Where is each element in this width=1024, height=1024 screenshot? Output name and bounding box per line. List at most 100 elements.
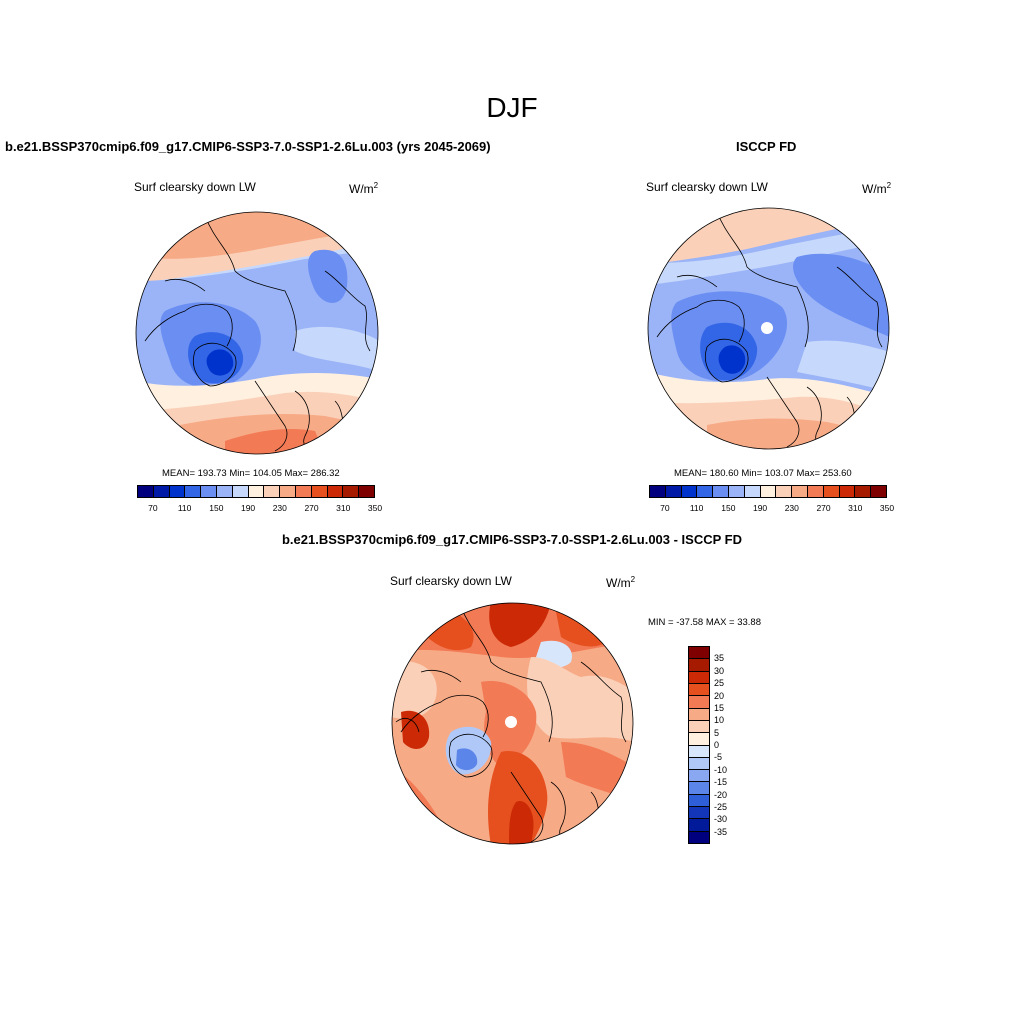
colorbar-swatch — [327, 486, 344, 497]
colorbar-swatch — [689, 831, 709, 843]
colorbar-swatch — [689, 819, 709, 832]
colorbar-swatch — [681, 486, 698, 497]
obs-panel-title: ISCCP FD — [736, 139, 797, 154]
colorbar-swatch — [232, 486, 249, 497]
diff-colorbar — [688, 646, 710, 844]
colorbar-swatch — [689, 757, 709, 771]
colorbar-swatch — [776, 486, 793, 497]
colorbar-swatch — [839, 486, 856, 497]
colorbar-tick-label: 230 — [272, 503, 287, 513]
colorbar-swatch — [311, 486, 328, 497]
model-stats-text: MEAN= 193.73 Min= 104.05 Max= 286.32 — [162, 468, 340, 479]
colorbar-swatch — [760, 486, 777, 497]
colorbar-swatch — [792, 486, 808, 497]
colorbar-tick-label: 20 — [714, 690, 725, 701]
obs-variable-label: Surf clearsky down LW — [646, 180, 768, 194]
obs-pole-hole — [761, 322, 773, 334]
colorbar-swatch — [855, 486, 872, 497]
model-units-label: W/m2 — [349, 181, 379, 196]
colorbar-tick-label: 110 — [689, 503, 704, 513]
colorbar-tick-label: 150 — [721, 503, 736, 513]
colorbar-tick-label: 350 — [879, 503, 895, 513]
colorbar-tick-label: 30 — [714, 665, 725, 676]
colorbar-swatch — [169, 486, 186, 497]
colorbar-tick-label: 110 — [177, 503, 192, 513]
colorbar-tick-label: -30 — [714, 814, 728, 825]
colorbar-swatch — [689, 782, 709, 795]
colorbar-tick-label: 10 — [714, 715, 725, 726]
colorbar-swatch — [153, 486, 170, 497]
colorbar-tick-label: -10 — [714, 764, 728, 775]
colorbar-tick-label: 150 — [209, 503, 224, 513]
obs-polar-map — [647, 207, 890, 450]
colorbar-swatch — [280, 486, 296, 497]
model-panel-title: b.e21.BSSP370cmip6.f09_g17.CMIP6-SSP3-7.… — [5, 139, 491, 154]
colorbar-swatch — [744, 486, 761, 497]
colorbar-tick-label: 35 — [714, 653, 725, 664]
diff-colorbar-ticks: 35 30 25 20 15 10 5 0 -5 -10 -15 -20 -25 -30 -35 — [714, 646, 754, 844]
colorbar-swatch — [201, 486, 217, 497]
model-polar-map — [135, 211, 379, 455]
colorbar-tick-label: -20 — [714, 789, 728, 800]
colorbar-tick-label: -35 — [714, 826, 728, 837]
diff-stats-text: MIN = -37.58 MAX = 33.88 — [648, 617, 762, 628]
colorbar-swatch — [728, 486, 745, 497]
colorbar-swatch — [264, 486, 281, 497]
obs-map-boundary — [647, 207, 890, 450]
colorbar-tick-label: 310 — [848, 503, 863, 513]
model-map-boundary — [135, 211, 379, 455]
colorbar-swatch — [689, 696, 709, 709]
colorbar-tick-label: 0 — [714, 740, 720, 750]
model-variable-label: Surf clearsky down LW — [134, 180, 256, 194]
colorbar-swatch — [689, 745, 709, 758]
colorbar-swatch — [689, 720, 709, 734]
diff-polar-map — [391, 602, 634, 845]
colorbar-swatch — [665, 486, 682, 497]
colorbar-swatch — [343, 486, 360, 497]
colorbar-swatch — [689, 807, 709, 820]
colorbar-tick-label: 270 — [304, 503, 319, 513]
obs-stats-text: MEAN= 180.60 Min= 103.07 Max= 253.60 — [674, 468, 852, 479]
colorbar-tick-label: 70 — [660, 503, 670, 513]
colorbar-tick-label: 310 — [336, 503, 351, 513]
model-colorbar — [137, 485, 375, 498]
colorbar-swatch — [689, 733, 709, 746]
figure-title: DJF — [486, 92, 538, 123]
diff-units-label: W/m2 — [606, 575, 636, 590]
colorbar-swatch — [871, 486, 886, 497]
model-map-field — [136, 212, 378, 454]
colorbar-swatch — [689, 659, 709, 672]
colorbar-tick-label: 350 — [367, 503, 383, 513]
colorbar-swatch — [689, 708, 709, 721]
diff-variable-label: Surf clearsky down LW — [390, 574, 512, 588]
colorbar-swatch — [697, 486, 714, 497]
colorbar-swatch — [823, 486, 840, 497]
colorbar-swatch — [295, 486, 312, 497]
colorbar-swatch — [185, 486, 202, 497]
colorbar-tick-label: 5 — [714, 727, 720, 738]
diff-panel-title: b.e21.BSSP370cmip6.f09_g17.CMIP6-SSP3-7.… — [281, 532, 742, 547]
colorbar-swatch — [216, 486, 233, 497]
colorbar-tick-label: 190 — [752, 503, 768, 513]
model-colorbar-ticks: 70 110 150 190 230 270 310 350 — [137, 503, 382, 515]
colorbar-tick-label: -25 — [714, 801, 728, 812]
colorbar-tick-label: 70 — [148, 503, 158, 513]
obs-units-label: W/m2 — [862, 181, 892, 196]
diff-map-boundary — [391, 602, 634, 845]
colorbar-swatch — [807, 486, 824, 497]
obs-colorbar-ticks: 70 110 150 190 230 270 310 350 — [649, 503, 894, 515]
colorbar-tick-label: -5 — [714, 752, 723, 763]
obs-colorbar — [649, 485, 887, 498]
colorbar-swatch — [689, 794, 709, 808]
colorbar-swatch — [689, 770, 709, 783]
colorbar-tick-label: 190 — [240, 503, 256, 513]
colorbar-tick-label: 270 — [816, 503, 831, 513]
colorbar-tick-label: 230 — [784, 503, 799, 513]
colorbar-swatch — [689, 647, 709, 660]
colorbar-tick-label: 15 — [714, 702, 725, 713]
colorbar-swatch — [713, 486, 729, 497]
colorbar-swatch — [248, 486, 265, 497]
diff-pole-hole — [505, 716, 517, 728]
colorbar-swatch — [689, 671, 709, 684]
colorbar-swatch — [359, 486, 374, 497]
